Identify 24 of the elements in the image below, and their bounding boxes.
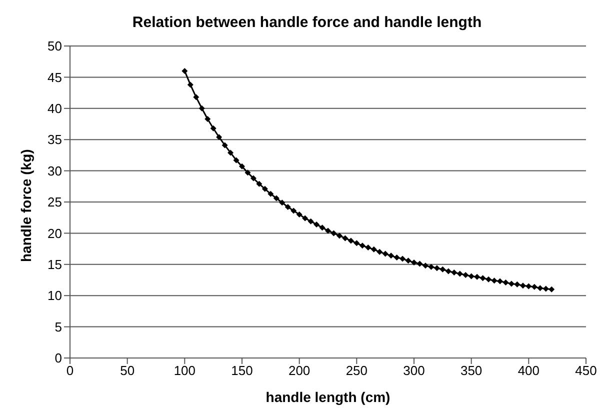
x-tick-label: 50 [120,363,135,378]
y-tick-label: 10 [48,288,62,304]
x-tick-label: 250 [346,363,368,378]
chart-title: Relation between handle force and handle length [131,13,483,33]
x-tick-label: 400 [518,363,540,378]
x-tick-label: 450 [575,363,597,378]
y-tick-label: 25 [48,194,62,210]
x-tick-label: 150 [231,363,253,378]
y-tick-label: 0 [54,350,62,366]
y-tick-label: 30 [48,163,62,178]
x-tick-label: 100 [174,363,196,378]
y-axis-title: handle force (kg) [18,149,34,262]
y-tick-label: 45 [48,70,62,85]
y-tick-label: 50 [48,38,62,54]
y-tick-label: 5 [54,319,62,334]
y-tick-label: 35 [48,132,62,148]
x-axis-title: handle length (cm) [266,389,390,405]
x-tick-label: 200 [288,363,310,378]
y-tick-label: 20 [48,226,62,241]
y-tick-label: 40 [48,101,62,116]
x-tick-label: 0 [66,363,74,378]
y-tick-label: 15 [48,257,62,272]
x-tick-label: 350 [460,363,482,378]
x-tick-label: 300 [403,363,425,378]
